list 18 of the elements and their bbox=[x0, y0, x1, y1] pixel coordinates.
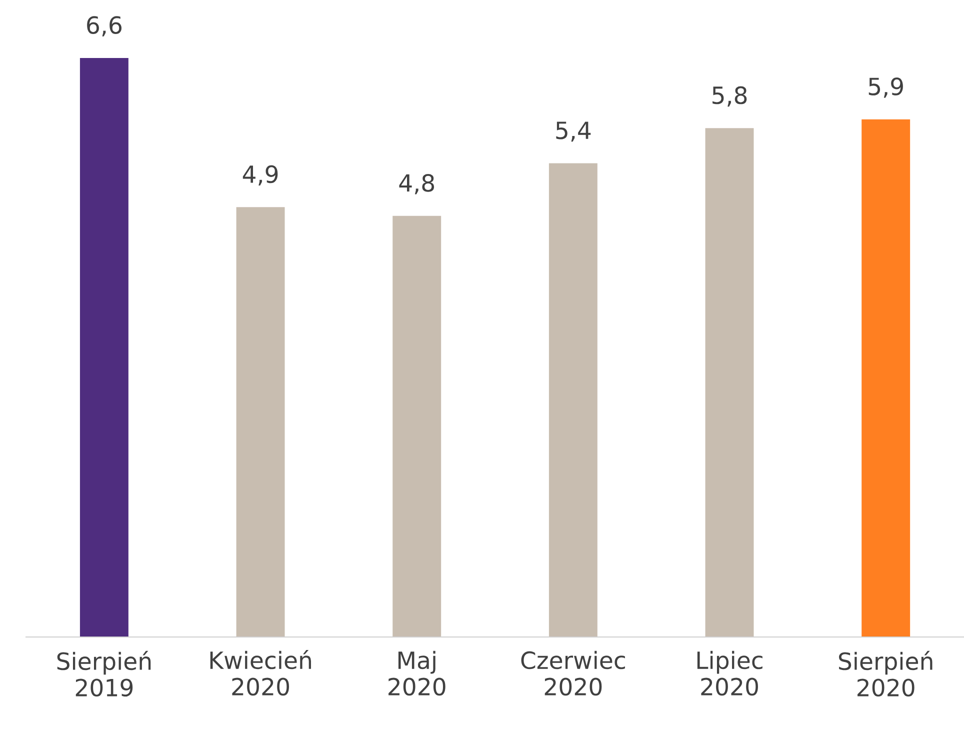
data-label: 5,9 bbox=[868, 78, 903, 98]
bar bbox=[548, 163, 598, 637]
bar bbox=[392, 216, 442, 637]
data-label: 4,9 bbox=[242, 165, 278, 186]
x-tick-label: Sierpień 2020 bbox=[838, 650, 932, 697]
data-label: 5,4 bbox=[556, 122, 591, 142]
data-label: 6,6 bbox=[87, 16, 122, 36]
x-tick-label: Kwiecień 2020 bbox=[210, 650, 311, 696]
bar bbox=[705, 128, 754, 637]
bar bbox=[80, 58, 128, 637]
x-tick-label: Maj 2020 bbox=[388, 650, 446, 696]
bar bbox=[862, 119, 910, 637]
x-tick-label: Czerwiec 2020 bbox=[521, 650, 625, 696]
data-label: 4,8 bbox=[399, 174, 434, 194]
x-tick-label: Sierpień 2019 bbox=[57, 650, 151, 697]
bar bbox=[236, 207, 285, 637]
x-tick-label: Lipiec 2020 bbox=[697, 650, 762, 696]
data-label: 5,8 bbox=[712, 86, 747, 107]
